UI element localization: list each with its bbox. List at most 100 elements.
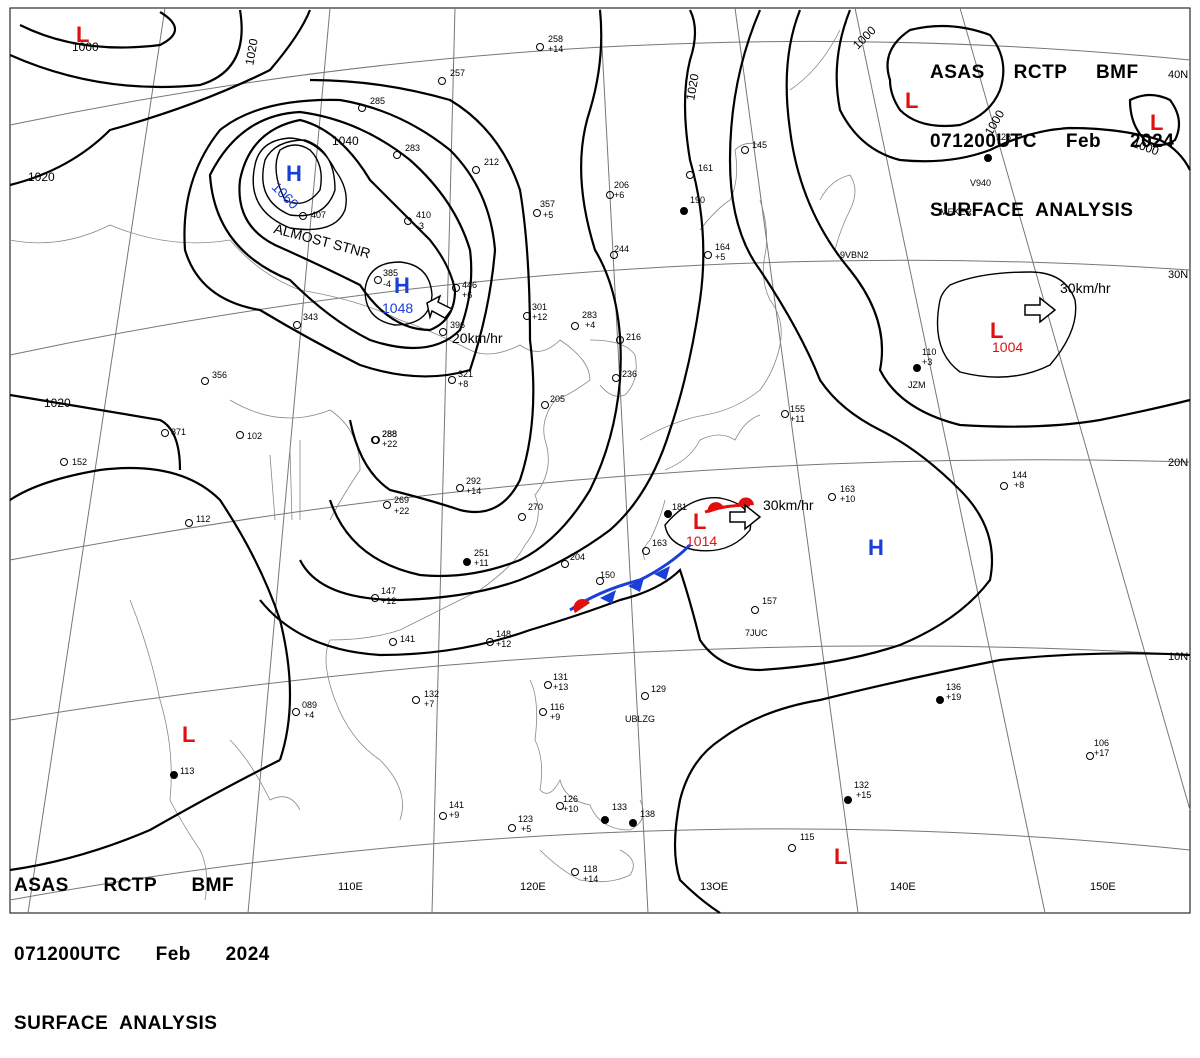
station-value: 112 (196, 514, 210, 524)
station-value: +4 (304, 710, 314, 720)
lat-label: 10N (1168, 651, 1188, 663)
station-value: 181 (672, 502, 687, 512)
station-value: 129 (651, 684, 666, 694)
station-model: 251+11 (463, 548, 489, 568)
longitude-grid (27, 7, 1191, 914)
station-value: +11 (474, 558, 489, 568)
station-model: 145 (741, 140, 767, 154)
station-value: 102 (247, 431, 262, 441)
station-value: 357 (540, 199, 555, 209)
station-value: +4 (585, 320, 595, 330)
low-center-symbol: L (1150, 110, 1163, 135)
station-model: 407 (299, 210, 326, 220)
station-model: 190 (680, 195, 705, 215)
station-value: 244 (614, 244, 629, 254)
station-value: 131 (553, 672, 568, 682)
station-model: 205 (541, 394, 565, 409)
station-value: 118 (583, 864, 597, 874)
station-model: 116+9 (539, 702, 564, 722)
station-value: 288 (382, 429, 397, 439)
station-value: 205 (550, 394, 565, 404)
station-model: 269+22 (383, 495, 409, 516)
station-value: +8 (1014, 480, 1024, 490)
station-value: +12 (381, 596, 396, 606)
station-model: 288+22 (371, 429, 397, 449)
station-value: +6 (462, 290, 472, 300)
station-value: +8 (458, 379, 468, 389)
motion-arrow-icon (426, 294, 454, 320)
coastlines (9, 29, 856, 901)
station-value: 141 (449, 800, 464, 810)
lat-label: 20N (1168, 457, 1188, 469)
station-value: 161 (698, 163, 713, 173)
station-model: 212 (472, 157, 499, 174)
station-value: MEKER (940, 207, 973, 217)
station-model: 152 (60, 457, 87, 467)
station-value: 216 (626, 332, 641, 342)
station-value: +10 (840, 494, 855, 504)
station-value: 356 (212, 370, 227, 380)
station-value: 283 (405, 143, 420, 153)
low-center-symbol: L (76, 22, 89, 47)
station-value: 407 (311, 210, 326, 220)
fronts (569, 497, 754, 613)
station-value: 164 (715, 242, 730, 252)
station-model: 102 (236, 431, 262, 441)
station-value: +14 (583, 874, 598, 884)
high-center-value: 1048 (382, 300, 413, 316)
high-center-symbol: H (394, 273, 410, 298)
station-model: 385-4 (374, 268, 398, 289)
station-value: +17 (1094, 748, 1109, 758)
station-model: 181 (664, 502, 687, 518)
station-model: 148+12 (486, 629, 511, 649)
station-value: 269 (394, 495, 409, 505)
station-value: +5 (715, 252, 725, 262)
lon-label: 120E (520, 881, 546, 893)
station-value: +15 (856, 790, 871, 800)
station-value: 132 (424, 689, 439, 699)
station-value: +19 (946, 692, 961, 702)
latitude-grid (9, 40, 1191, 901)
station-value: 116 (550, 702, 564, 712)
station-value: 7JUC (745, 628, 768, 638)
station-value: 212 (484, 157, 499, 167)
station-value: 157 (762, 596, 777, 606)
station-model: 129 (641, 684, 666, 700)
station-model: 283 (393, 143, 420, 159)
station-value: 138 (640, 809, 655, 819)
station-model: 357+5 (533, 199, 555, 220)
station-callsign: JZM (908, 380, 926, 390)
station-model: 216 (616, 332, 641, 344)
station-callsign: V940 (970, 178, 991, 188)
station-value: +3 (922, 357, 932, 367)
footer-line-2: 071200UTC Feb 2024 (14, 944, 270, 965)
station-model: 285 (358, 96, 385, 112)
station-model: 144+8 (1000, 470, 1027, 490)
lon-label: 140E (890, 881, 916, 893)
station-model: 163 (642, 538, 667, 555)
station-value: 136 (946, 682, 961, 692)
station-value: 190 (690, 195, 705, 205)
station-value: +14 (466, 486, 481, 496)
station-value: 133 (612, 802, 627, 812)
isobar-label: 1020 (683, 72, 701, 101)
station-model: 138 (629, 809, 655, 827)
low-center-symbol: L (834, 844, 847, 869)
station-value: 206 (614, 180, 629, 190)
cold-front-barb (628, 578, 644, 592)
lon-label: 150E (1090, 881, 1116, 893)
station-value: 163 (840, 484, 855, 494)
longitude-labels: 110E 120E 13OE 140E 150E (338, 881, 1116, 893)
station-value: 257 (450, 68, 465, 78)
station-value: +10 (563, 804, 578, 814)
station-value: 321 (458, 369, 473, 379)
station-value: 410 (416, 210, 431, 220)
station-value: +13 (553, 682, 568, 692)
high-center-symbol: H (286, 161, 302, 186)
station-model: 257 (438, 68, 465, 85)
station-value: +7 (424, 699, 434, 709)
lat-label: 30N (1168, 269, 1188, 281)
lat-label: 40N (1168, 69, 1188, 81)
station-model: 871 (161, 427, 186, 437)
station-model: 112 (185, 514, 210, 527)
